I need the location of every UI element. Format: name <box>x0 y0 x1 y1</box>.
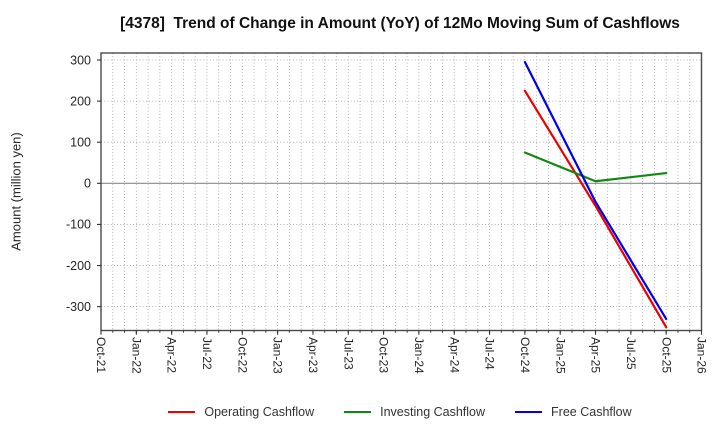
plot-border <box>100 52 703 332</box>
x-tick-label: Jul-24 <box>483 337 497 370</box>
x-tick-label: Apr-25 <box>589 337 603 373</box>
x-tick-label: Oct-21 <box>94 337 108 373</box>
x-tick-label: Oct-23 <box>377 337 391 373</box>
x-tick-label: Apr-23 <box>306 337 320 373</box>
x-tick-label: Apr-24 <box>447 337 461 373</box>
legend-label-operating-cashflow: Operating Cashflow <box>204 405 315 419</box>
y-tick-label: -300 <box>66 300 91 314</box>
y-tick-label: 0 <box>84 177 91 191</box>
x-tick-label: Jan-23 <box>271 337 285 374</box>
legend-label-free-cashflow: Free Cashflow <box>551 405 632 419</box>
series-line-investing-cashflow <box>523 151 668 183</box>
y-tick-label: 200 <box>70 94 91 108</box>
y-tick-label: 300 <box>70 53 91 67</box>
y-tick-label: -200 <box>66 259 91 273</box>
x-tick-label: Jan-25 <box>553 337 567 374</box>
series-line-free-cashflow <box>523 60 668 321</box>
x-tick-label: Oct-22 <box>235 337 249 373</box>
legend-swatch-operating-cashflow <box>168 410 196 414</box>
x-tick-label: Jan-22 <box>129 337 143 374</box>
x-tick-label: Jul-25 <box>624 337 638 370</box>
x-tick-label: Apr-22 <box>165 337 179 373</box>
legend: Operating Cashflow Investing Cashflow Free… <box>80 405 720 419</box>
legend-item-free-cashflow: Free Cashflow <box>515 405 632 419</box>
legend-label-investing-cashflow: Investing Cashflow <box>380 405 486 419</box>
x-tick-label: Jan-26 <box>695 337 709 374</box>
series-line-operating-cashflow <box>523 89 668 329</box>
legend-swatch-free-cashflow <box>515 410 543 414</box>
x-tick-label: Jul-22 <box>200 337 214 370</box>
x-tick-label: Jul-23 <box>341 337 355 370</box>
legend-swatch-investing-cashflow <box>344 410 372 414</box>
y-tick-label: 100 <box>70 136 91 150</box>
legend-item-investing-cashflow: Investing Cashflow <box>344 405 485 419</box>
y-tick-label: -100 <box>66 218 91 232</box>
legend-item-operating-cashflow: Operating Cashflow <box>168 405 314 419</box>
x-tick-label: Oct-24 <box>518 337 532 373</box>
x-tick-label: Jan-24 <box>412 337 426 374</box>
chart-title: [4378] Trend of Change in Amount (YoY) o… <box>120 15 680 32</box>
x-tick-label: Oct-25 <box>659 337 673 373</box>
